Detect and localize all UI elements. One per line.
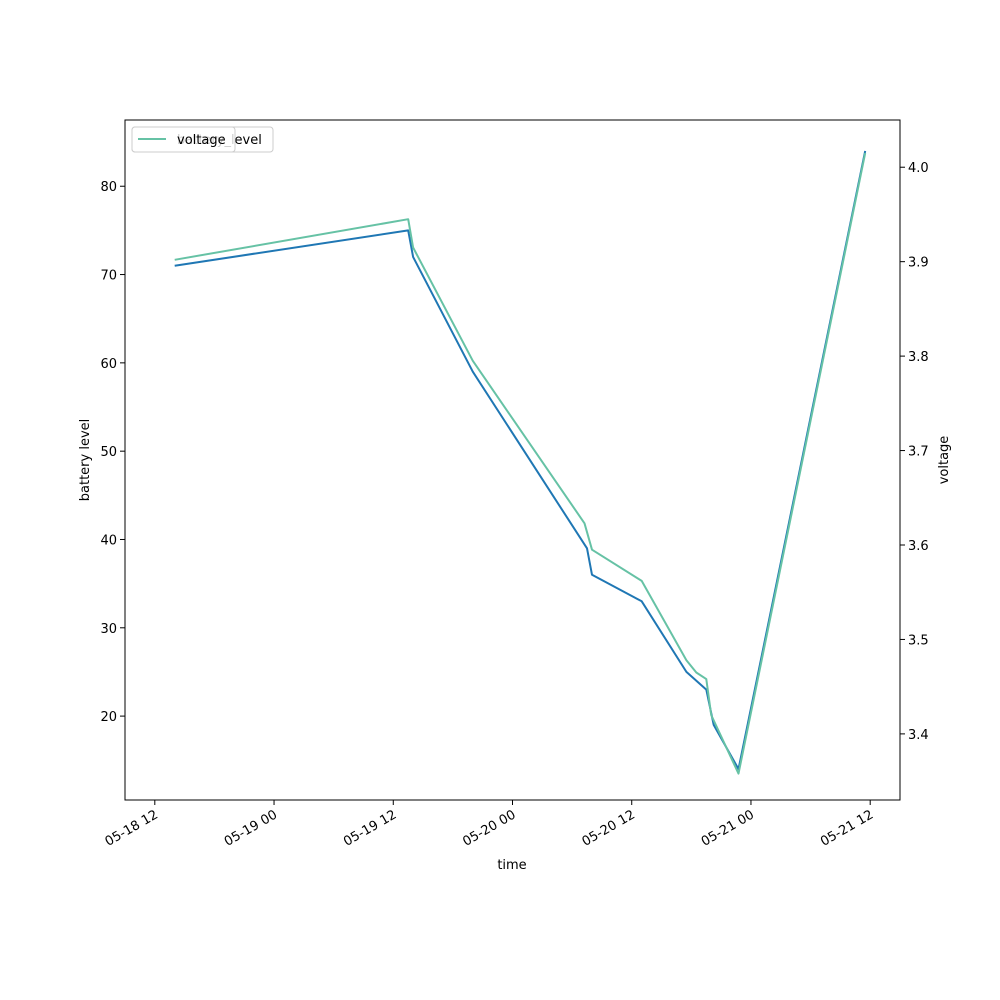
right-y-tick-label: 4.0 xyxy=(908,161,929,176)
right-y-tick-label: 3.4 xyxy=(908,728,929,743)
x-axis-label: time xyxy=(497,858,526,873)
x-tick-label: 05-18 12 xyxy=(103,807,161,849)
right-y-axis-ticks: 3.4 3.5 3.6 3.7 3.8 3.9 4.0 xyxy=(900,161,929,743)
left-y-axis-label: battery level xyxy=(78,419,93,502)
x-tick-label: 05-19 12 xyxy=(341,807,399,849)
right-y-axis-label: voltage xyxy=(937,436,952,485)
legend-box-voltage xyxy=(131,126,236,153)
left-y-tick-label: 60 xyxy=(100,357,117,372)
x-axis-ticks: 05-18 12 05-19 00 05-19 12 05-20 00 05-20 12… xyxy=(103,800,876,850)
left-y-tick-label: 50 xyxy=(100,445,117,460)
left-y-axis-ticks: 20 30 40 50 60 70 80 xyxy=(100,180,125,725)
legend-label-voltage: voltage xyxy=(177,133,226,148)
left-y-tick-label: 70 xyxy=(100,269,117,284)
left-y-tick-label: 80 xyxy=(100,180,117,195)
right-y-tick-label: 3.9 xyxy=(908,256,929,271)
x-tick-label: 05-20 12 xyxy=(580,807,638,849)
left-y-tick-label: 30 xyxy=(100,622,117,637)
x-tick-label: 05-21 12 xyxy=(818,807,876,849)
right-y-tick-label: 3.5 xyxy=(908,633,929,648)
right-y-tick-label: 3.7 xyxy=(908,445,929,460)
left-y-tick-label: 40 xyxy=(100,533,117,548)
plot-area-frame xyxy=(124,119,901,801)
right-y-tick-label: 3.8 xyxy=(908,350,929,365)
series-line-voltage xyxy=(174,152,867,775)
left-y-tick-label: 20 xyxy=(100,710,117,725)
x-tick-label: 05-19 00 xyxy=(222,807,280,849)
x-tick-label: 05-21 00 xyxy=(699,807,757,849)
x-tick-label: 05-20 00 xyxy=(460,807,518,849)
series-layer xyxy=(174,150,867,775)
series-line-battery_level xyxy=(174,150,867,771)
right-y-tick-label: 3.6 xyxy=(908,539,929,554)
